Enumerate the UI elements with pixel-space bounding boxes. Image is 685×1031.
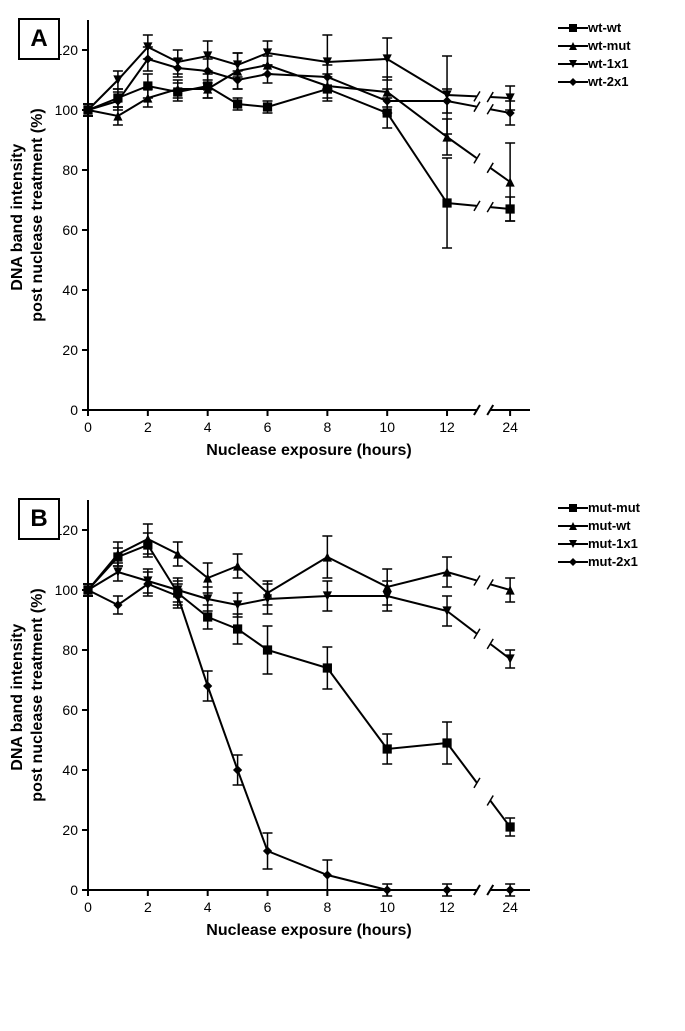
legend-A: wt-wt wt-mut wt-1x1 wt-2x1 [558, 20, 631, 92]
legend-label: mut-1x1 [588, 536, 638, 551]
panel-A: A 02040608010012002468101224Nuclease exp… [10, 10, 675, 470]
svg-text:24: 24 [502, 899, 518, 915]
svg-text:12: 12 [439, 899, 455, 915]
svg-text:4: 4 [204, 419, 212, 435]
legend-item: mut-1x1 [558, 536, 640, 551]
svg-text:4: 4 [204, 899, 212, 915]
plot-A: 02040608010012002468101224Nuclease expos… [10, 10, 550, 470]
svg-text:80: 80 [62, 642, 78, 658]
legend-marker-icon [558, 40, 588, 52]
legend-label: wt-1x1 [588, 56, 628, 71]
svg-text:DNA band intensity post nu: DNA band intensity post nuclease treatme… [10, 108, 46, 321]
legend-label: mut-mut [588, 500, 640, 515]
svg-text:100: 100 [55, 582, 79, 598]
legend-marker-icon [558, 76, 588, 88]
svg-text:24: 24 [502, 419, 518, 435]
legend-label: mut-2x1 [588, 554, 638, 569]
legend-label: wt-wt [588, 20, 621, 35]
svg-text:20: 20 [62, 822, 78, 838]
legend-label: wt-mut [588, 38, 631, 53]
svg-text:8: 8 [323, 899, 331, 915]
svg-text:2: 2 [144, 419, 152, 435]
plot-B: 02040608010012002468101224Nuclease expos… [10, 490, 550, 950]
legend-item: mut-wt [558, 518, 640, 533]
svg-text:0: 0 [70, 882, 78, 898]
svg-text:20: 20 [62, 342, 78, 358]
panel-label: A [18, 18, 60, 60]
svg-text:12: 12 [439, 419, 455, 435]
svg-text:0: 0 [84, 899, 92, 915]
legend-marker-icon [558, 520, 588, 532]
svg-text:10: 10 [379, 899, 395, 915]
legend-item: wt-wt [558, 20, 631, 35]
panel-label: B [18, 498, 60, 540]
legend-marker-icon [558, 22, 588, 34]
svg-text:80: 80 [62, 162, 78, 178]
legend-item: mut-mut [558, 500, 640, 515]
panel-B: B 02040608010012002468101224Nuclease exp… [10, 490, 675, 950]
svg-text:0: 0 [84, 419, 92, 435]
svg-text:60: 60 [62, 702, 78, 718]
legend-marker-icon [558, 538, 588, 550]
svg-text:40: 40 [62, 282, 78, 298]
legend-B: mut-mut mut-wt mut-1x1 mut-2x1 [558, 500, 640, 572]
svg-text:Nuclease exposure (hours): Nuclease exposure (hours) [206, 922, 411, 939]
legend-marker-icon [558, 58, 588, 70]
figure-container: A 02040608010012002468101224Nuclease exp… [10, 10, 675, 950]
legend-label: mut-wt [588, 518, 631, 533]
svg-text:40: 40 [62, 762, 78, 778]
svg-text:10: 10 [379, 419, 395, 435]
legend-label: wt-2x1 [588, 74, 628, 89]
legend-item: wt-mut [558, 38, 631, 53]
svg-text:6: 6 [264, 899, 272, 915]
legend-item: wt-1x1 [558, 56, 631, 71]
legend-marker-icon [558, 502, 588, 514]
svg-text:Nuclease exposure (hours): Nuclease exposure (hours) [206, 442, 411, 459]
legend-item: mut-2x1 [558, 554, 640, 569]
svg-text:6: 6 [264, 419, 272, 435]
svg-text:100: 100 [55, 102, 79, 118]
svg-text:8: 8 [323, 419, 331, 435]
svg-text:2: 2 [144, 899, 152, 915]
svg-text:60: 60 [62, 222, 78, 238]
legend-item: wt-2x1 [558, 74, 631, 89]
svg-text:0: 0 [70, 402, 78, 418]
legend-marker-icon [558, 556, 588, 568]
svg-text:DNA band intensity post nu: DNA band intensity post nuclease treatme… [10, 588, 46, 801]
